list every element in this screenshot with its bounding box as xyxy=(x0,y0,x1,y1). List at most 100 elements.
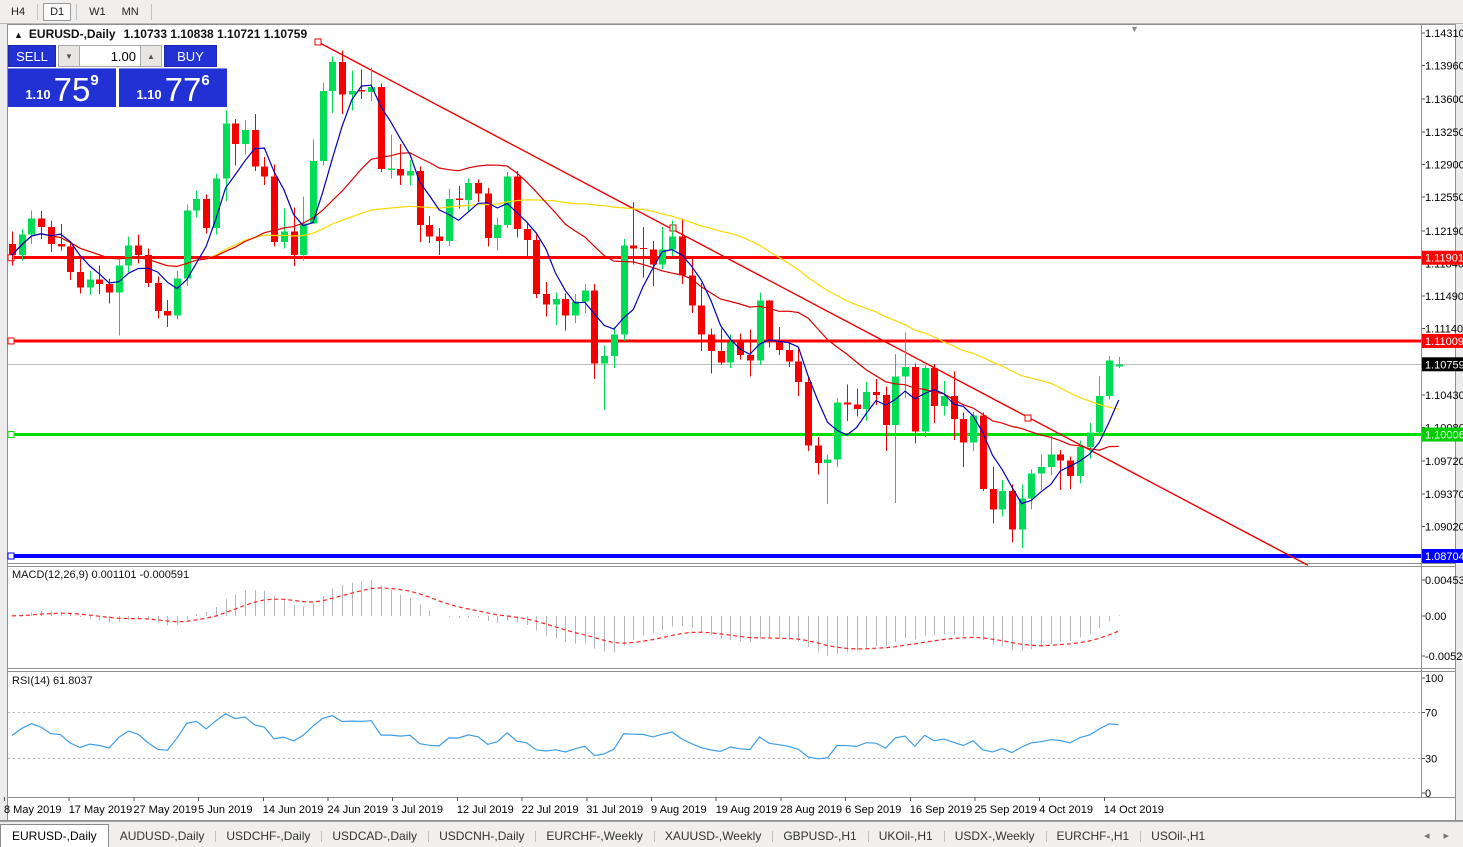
buy-price-big: 77 xyxy=(164,71,202,108)
trendline-anchor[interactable] xyxy=(1024,414,1032,422)
svg-text:1.12550: 1.12550 xyxy=(1425,192,1463,204)
rsi-name: RSI(14) xyxy=(12,675,50,687)
chart-tab-gbpusd-h1[interactable]: GBPUSD-,H1 xyxy=(772,825,867,847)
macd-signal-line xyxy=(11,587,1119,650)
timeframe-button-D1[interactable]: D1 xyxy=(43,2,72,21)
descending-trendline[interactable] xyxy=(317,41,1309,566)
tab-scroll-right-icon[interactable]: ▸ xyxy=(1443,829,1449,842)
sell-button[interactable]: SELL xyxy=(8,45,56,67)
candles xyxy=(9,50,1123,548)
svg-text:16 Sep 2019: 16 Sep 2019 xyxy=(910,804,972,816)
svg-text:1.09720: 1.09720 xyxy=(1425,456,1463,468)
sell-price-display[interactable]: 1.10 75 9 xyxy=(8,68,116,107)
axis-price-label: 1.08704 xyxy=(1422,548,1463,563)
svg-text:28 Aug 2019: 28 Aug 2019 xyxy=(780,804,842,816)
axis-price-label: 1.11009 xyxy=(1422,333,1463,348)
chart-tab-ukoil-h1[interactable]: UKOil-,H1 xyxy=(867,825,944,847)
trendline-anchor[interactable] xyxy=(314,38,322,46)
svg-text:1.09020: 1.09020 xyxy=(1425,522,1463,534)
volume-input[interactable] xyxy=(80,45,140,67)
svg-text:1.11490: 1.11490 xyxy=(1425,291,1463,303)
svg-text:1.08704: 1.08704 xyxy=(1425,551,1463,563)
chart-tab-eurusd-daily[interactable]: EURUSD-,Daily xyxy=(0,824,109,847)
timeframe-button-MN[interactable]: MN xyxy=(121,5,139,18)
svg-text:5 Jun 2019: 5 Jun 2019 xyxy=(198,804,252,816)
svg-text:1.10430: 1.10430 xyxy=(1425,390,1463,402)
timeframe-button-H4[interactable]: H4 xyxy=(11,5,26,18)
svg-text:1.13600: 1.13600 xyxy=(1425,94,1463,106)
axis-price-label: 1.10006 xyxy=(1422,427,1463,442)
macd-name: MACD(12,26,9) xyxy=(12,569,89,581)
svg-text:27 May 2019: 27 May 2019 xyxy=(133,804,197,816)
volume-decrease-button[interactable]: ▼ xyxy=(58,45,80,67)
chart-symbol-title: EURUSD-,Daily xyxy=(28,27,116,41)
volume-spinner: ▼ ▲ xyxy=(58,45,162,67)
svg-text:1.13250: 1.13250 xyxy=(1425,127,1463,139)
chart-tab-usoil-h1[interactable]: USOil-,H1 xyxy=(1140,825,1216,847)
chart-title: ▲ EURUSD-,Daily 1.10733 1.10838 1.10721 1.… xyxy=(14,27,307,41)
svg-text:1.13960: 1.13960 xyxy=(1425,61,1463,73)
rsi-line xyxy=(11,713,1119,760)
svg-text:17 May 2019: 17 May 2019 xyxy=(69,804,133,816)
macd-signal-value: -0.000591 xyxy=(139,569,190,581)
svg-text:0: 0 xyxy=(1425,788,1431,800)
buy-price-display[interactable]: 1.10 77 6 xyxy=(119,68,227,107)
buy-button[interactable]: BUY xyxy=(164,45,217,67)
sell-price-pip: 9 xyxy=(90,72,99,89)
svg-text:6 Sep 2019: 6 Sep 2019 xyxy=(845,804,901,816)
chart-tab-eurchf-weekly[interactable]: EURCHF-,Weekly xyxy=(535,825,653,847)
sell-price-prefix: 1.10 xyxy=(25,87,51,102)
chart-tab-usdx-weekly[interactable]: USDX-,Weekly xyxy=(943,825,1046,847)
chart-ohlc-values: 1.10733 1.10838 1.10721 1.10759 xyxy=(123,27,308,41)
svg-text:0.00: 0.00 xyxy=(1425,611,1446,623)
chart-tab-usdcnh-daily[interactable]: USDCNH-,Daily xyxy=(428,825,535,847)
macd-axis[interactable]: 0.004536 0.00 -0.005205 xyxy=(1422,575,1463,663)
timeframe-button-W1[interactable]: W1 xyxy=(89,5,106,18)
rsi-indicator-label: RSI(14) 61.8037 xyxy=(12,675,93,687)
svg-text:12 Jul 2019: 12 Jul 2019 xyxy=(457,804,514,816)
moving-average-5 xyxy=(11,84,1120,505)
svg-text:1.14310: 1.14310 xyxy=(1425,28,1463,40)
svg-text:30: 30 xyxy=(1425,754,1437,766)
chart-tab-usdchf-daily[interactable]: USDCHF-,Daily xyxy=(215,825,321,847)
chart-tab-xauusd-weekly[interactable]: XAUUSD-,Weekly xyxy=(653,825,772,847)
time-axis[interactable]: 8 May 2019 17 May 2019 27 May 2019 5 Jun 20… xyxy=(4,797,1164,816)
rsi-level-lines xyxy=(8,712,1421,759)
collapse-arrow-icon[interactable]: ▲ xyxy=(14,30,23,40)
buy-price-pip: 6 xyxy=(201,72,210,89)
toolbar-separator xyxy=(37,3,39,20)
rsi-value: 61.8037 xyxy=(52,675,93,687)
svg-text:14 Jun 2019: 14 Jun 2019 xyxy=(263,804,324,816)
svg-text:-0.005205: -0.005205 xyxy=(1425,651,1463,663)
svg-text:1.12900: 1.12900 xyxy=(1425,160,1463,172)
chart-tab-audusd-daily[interactable]: AUDUSD-,Daily xyxy=(119,829,205,843)
svg-text:1.12190: 1.12190 xyxy=(1425,226,1463,238)
macd-histogram xyxy=(22,580,1120,656)
svg-text:4 Oct 2019: 4 Oct 2019 xyxy=(1039,804,1093,816)
svg-text:22 Jul 2019: 22 Jul 2019 xyxy=(522,804,579,816)
toolbar-separator xyxy=(150,3,152,20)
svg-text:1.11901: 1.11901 xyxy=(1425,253,1463,265)
axis-price-label: 1.11901 xyxy=(1422,250,1463,265)
chart-tab-usdcad-daily[interactable]: USDCAD-,Daily xyxy=(321,825,428,847)
svg-text:1.11009: 1.11009 xyxy=(1425,336,1463,348)
tab-scroll-left-icon[interactable]: ◂ xyxy=(1423,829,1430,842)
rsi-axis[interactable]: 100 70 30 0 xyxy=(1422,673,1443,800)
svg-text:100: 100 xyxy=(1425,673,1443,685)
sell-price-big: 75 xyxy=(53,71,91,108)
svg-text:25 Sep 2019: 25 Sep 2019 xyxy=(975,804,1037,816)
chart-shift-marker-icon: ▼ xyxy=(1130,24,1139,34)
timeframe-toolbar: H4 D1 W1 MN xyxy=(0,0,1463,24)
chart-tab-eurchf-h1[interactable]: EURCHF-,H1 xyxy=(1045,825,1141,847)
volume-increase-button[interactable]: ▲ xyxy=(140,45,162,67)
moving-average-20 xyxy=(11,152,1119,451)
svg-text:9 Aug 2019: 9 Aug 2019 xyxy=(651,804,707,816)
svg-text:24 Jun 2019: 24 Jun 2019 xyxy=(328,804,389,816)
svg-text:3 Jul 2019: 3 Jul 2019 xyxy=(392,804,443,816)
svg-text:8 May 2019: 8 May 2019 xyxy=(4,804,61,816)
svg-text:70: 70 xyxy=(1425,708,1437,720)
svg-text:1.11140: 1.11140 xyxy=(1425,324,1463,336)
chart-tab-bar: EURUSD-,Daily AUDUSD-,Daily USDCHF-,Daily U… xyxy=(0,821,1463,847)
